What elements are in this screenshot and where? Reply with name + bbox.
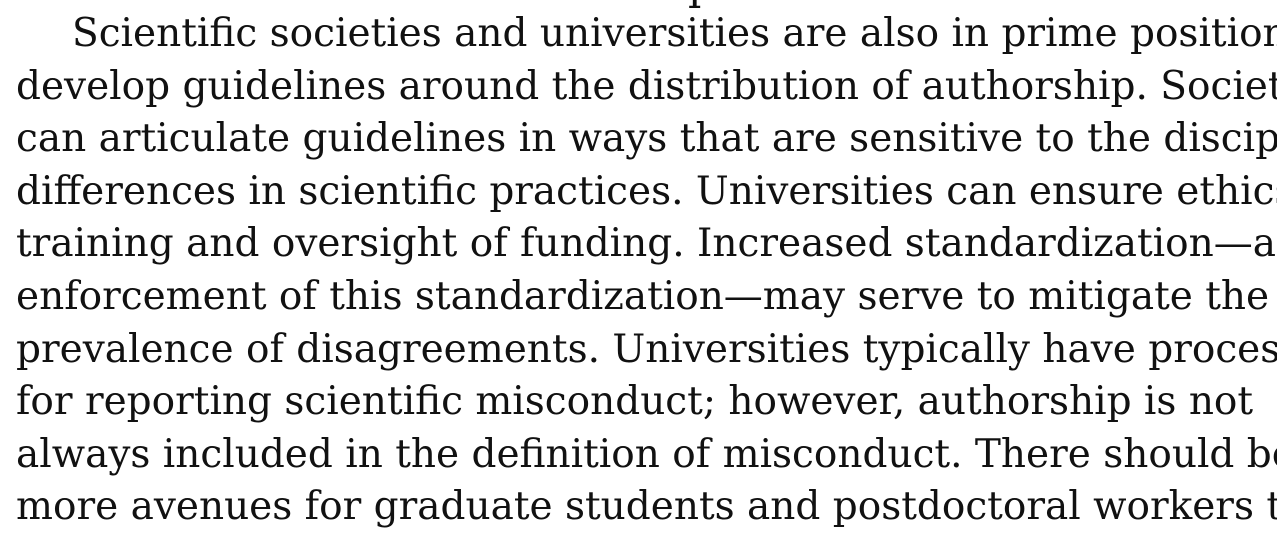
cut-off-glyph: p [688, 0, 715, 8]
body-paragraph: Scientific societies and universities ar… [16, 8, 1277, 534]
paragraph-line-3: can articulate guidelines in ways that a… [16, 116, 1277, 162]
paragraph-line-4: differences in scientific practices. Uni… [16, 168, 1277, 214]
paragraph-line-2: develop guidelines around the distributi… [16, 63, 1277, 109]
paragraph-line-1: Scientific societies and universities ar… [72, 11, 1277, 56]
paragraph-line-9: always included in the definition of mis… [16, 431, 1277, 477]
paragraph-line-10: more avenues for graduate students and p… [16, 484, 1277, 530]
paragraph-line-8: for reporting scientific misconduct; how… [16, 379, 1254, 425]
cut-off-previous-line: p [0, 0, 1277, 8]
paragraph-line-5: training and oversight of funding. Incre… [16, 221, 1277, 267]
paragraph-line-6: enforcement of this standardization—may … [16, 273, 1270, 319]
paragraph-line-7: prevalence of disagreements. Universitie… [16, 326, 1277, 372]
